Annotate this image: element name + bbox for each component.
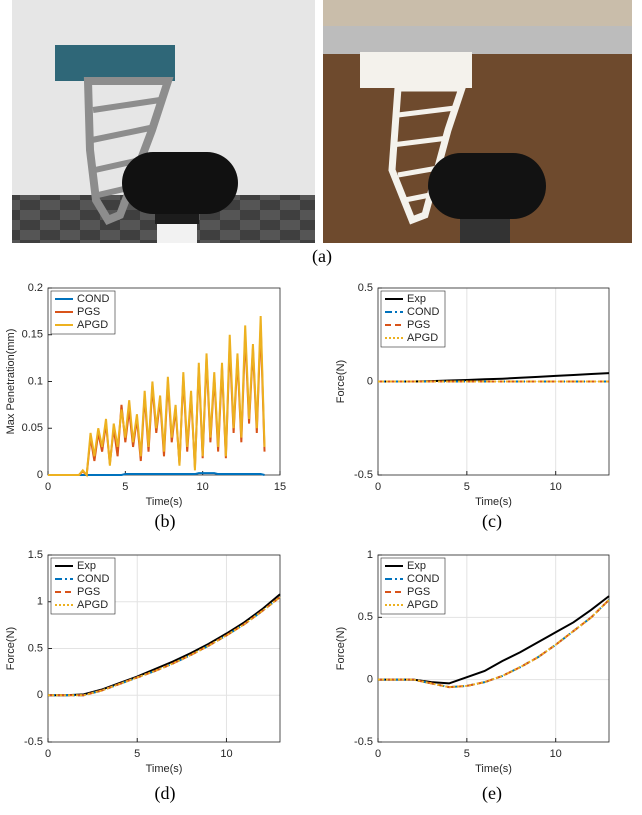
- legend-label: APGD: [77, 599, 108, 611]
- legend-label: Exp: [407, 560, 426, 572]
- data-line: [378, 595, 610, 685]
- y-axis-label: Force(N): [335, 360, 347, 403]
- legend-label: APGD: [77, 319, 108, 331]
- x-tick-label: 5: [122, 481, 128, 493]
- legend-label: Exp: [77, 560, 96, 572]
- legend-box: [50, 557, 116, 615]
- y-tick-label: 0: [37, 469, 43, 481]
- x-tick-label: 0: [45, 481, 51, 493]
- data-line: [48, 316, 266, 478]
- experiment-image: [323, 0, 632, 243]
- x-axis-label: Time(s): [475, 763, 512, 775]
- legend-label: COND: [77, 573, 109, 585]
- panel-label: (c): [482, 511, 502, 532]
- x-tick-label: 5: [464, 748, 470, 760]
- x-tick-label: 5: [464, 481, 470, 493]
- legend-label: Exp: [407, 293, 426, 305]
- legend-label: PGS: [407, 319, 430, 331]
- x-axis-label: Time(s): [146, 763, 183, 775]
- x-tick-label: 10: [197, 481, 209, 493]
- chart: -0.500.50 5 10Time(s)Force(N)ExpCONDPGSAPG…: [335, 282, 610, 508]
- chart: 0 0.05 0.1 0.15 0.2 0 5 10 15 Time(s) Max Penetrat…: [5, 282, 286, 508]
- data-line: [48, 593, 281, 697]
- legend-label: PGS: [407, 586, 430, 598]
- legend-box: [380, 557, 446, 615]
- y-tick-label: -0.5: [354, 469, 373, 481]
- x-axis-label: Time(s): [475, 496, 512, 508]
- legend-label: PGS: [77, 586, 100, 598]
- y-tick-label: 0: [367, 674, 373, 686]
- x-axis-label: Time(s): [146, 496, 183, 508]
- x-tick-label: 0: [375, 748, 381, 760]
- x-tick-label: 0: [375, 481, 381, 493]
- legend-label: COND: [407, 306, 439, 318]
- legend-label: APGD: [407, 332, 438, 344]
- data-line: [48, 472, 265, 476]
- data-line: [378, 372, 610, 383]
- panel-label: (e): [482, 783, 502, 804]
- x-tick-label: 10: [550, 481, 562, 493]
- legend-label: PGS: [77, 306, 100, 318]
- y-tick-label: 1.5: [28, 549, 43, 561]
- y-tick-label: 0.1: [28, 375, 43, 387]
- y-tick-label: -0.5: [354, 736, 373, 748]
- panel-label: (b): [155, 511, 176, 532]
- y-tick-label: 0.5: [358, 611, 373, 623]
- axes-box: [47, 554, 281, 743]
- data-line: [48, 596, 281, 697]
- y-tick-label: -0.5: [24, 736, 43, 748]
- y-tick-label: 0: [367, 375, 373, 387]
- x-tick-label: 15: [274, 481, 286, 493]
- y-tick-label: 1: [367, 549, 373, 561]
- chart: -0.500.510 5 10Time(s)Force(N)ExpCONDPGSAP…: [335, 549, 610, 775]
- y-tick-label: 0.2: [28, 282, 43, 294]
- legend-label: APGD: [407, 599, 438, 611]
- y-tick-label: 0.05: [22, 422, 43, 434]
- y-tick-label: 0: [37, 689, 43, 701]
- x-tick-label: 5: [134, 748, 140, 760]
- panel-label: (a): [312, 246, 332, 267]
- legend-label: COND: [407, 573, 439, 585]
- y-axis-label: Force(N): [5, 627, 17, 670]
- panel-label: (d): [155, 783, 176, 804]
- y-tick-label: 0.5: [358, 282, 373, 294]
- axes-box: [377, 554, 610, 743]
- y-tick-label: 0.15: [22, 329, 43, 341]
- chart: -0.500.511.50 5 10Time(s)Force(N)ExpCONDPG…: [5, 549, 281, 775]
- y-axis-label: Force(N): [335, 627, 347, 670]
- legend-label: COND: [77, 293, 109, 305]
- simulation-image: [12, 0, 315, 243]
- x-tick-label: 10: [550, 748, 562, 760]
- y-tick-label: 0.5: [28, 642, 43, 654]
- y-axis-label: Max Penetration(mm): [5, 329, 17, 435]
- y-tick-label: 1: [37, 596, 43, 608]
- legend-box: [380, 290, 446, 348]
- data-line: [378, 599, 610, 689]
- x-tick-label: 0: [45, 748, 51, 760]
- x-tick-label: 10: [220, 748, 232, 760]
